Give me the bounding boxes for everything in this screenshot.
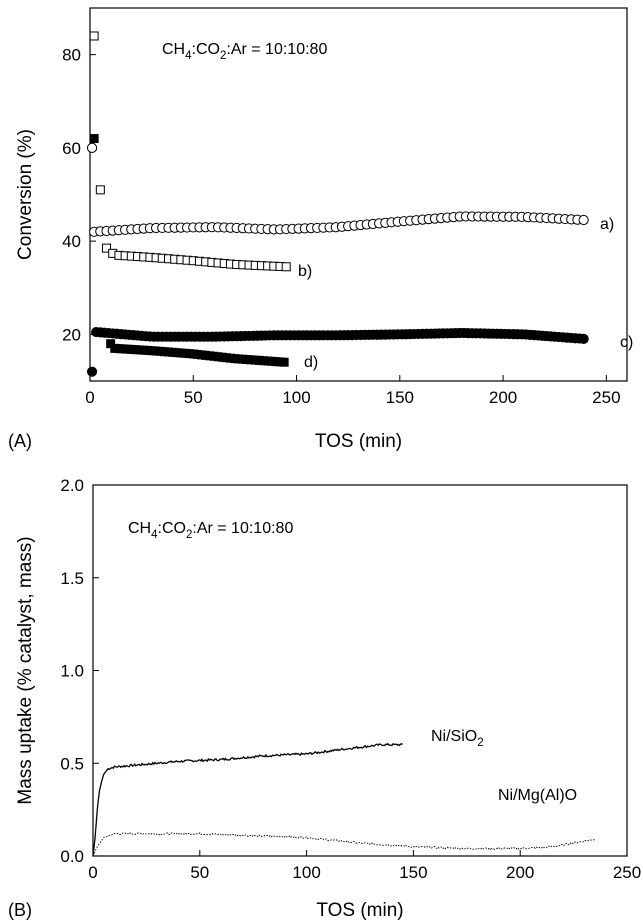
y-tick-label: 80 (62, 46, 81, 65)
data-point (279, 357, 289, 367)
panel-b: 0 50 100 150 200 250 0.0 0.5 1.0 1.5 2.0 TOS (min) M… (8, 476, 641, 921)
x-tick-label: 200 (506, 863, 534, 882)
x-axis-label: TOS (min) (316, 900, 403, 921)
x-axis-label: TOS (min) (315, 431, 402, 452)
data-point (95, 185, 105, 195)
panel-label: (B) (8, 900, 32, 920)
panel-a: 0 50 100 150 200 250 20 40 60 80 TOS (min) Conversi… (8, 7, 633, 452)
series-label: b) (298, 263, 312, 280)
series-c (86, 326, 589, 377)
y-axis-label: Mass uptake (% catalyst, mass) (15, 536, 36, 804)
series-line (92, 742, 404, 857)
data-point (86, 142, 98, 153)
series-label: Ni/SiO2 (431, 728, 484, 749)
series-line (92, 832, 596, 857)
panel-label: (A) (8, 431, 32, 451)
data-point (89, 134, 99, 144)
x-tick-label: 250 (613, 863, 641, 882)
y-axis-label: Conversion (%) (15, 129, 36, 260)
x-tick-label: 100 (292, 863, 320, 882)
y-tick-label: 1.0 (60, 662, 84, 681)
series-a (86, 142, 589, 237)
series-label: a) (600, 216, 614, 233)
x-tick-label: 250 (592, 388, 620, 407)
data-point (281, 262, 291, 272)
y-tick-label: 1.5 (60, 569, 84, 588)
series-label: d) (304, 354, 318, 371)
x-tick-label: 50 (184, 388, 203, 407)
x-tick-label: 100 (282, 388, 310, 407)
feed-ratio-annotation: CH4:CO2:Ar = 10:10:80 (162, 41, 327, 62)
x-tick-label: 150 (386, 388, 414, 407)
feed-ratio-annotation: CH4:CO2:Ar = 10:10:80 (128, 520, 293, 541)
series-b (89, 31, 291, 272)
y-tick-label: 40 (62, 232, 81, 251)
data-point (102, 243, 112, 253)
y-tick-label: 0.5 (60, 754, 84, 773)
y-tick-label: 60 (62, 139, 81, 158)
x-tick-label: 200 (489, 388, 517, 407)
data-point (106, 339, 116, 349)
series-label: Ni/Mg(Al)O (498, 787, 577, 804)
y-tick-label: 20 (62, 325, 81, 344)
x-tick-label: 0 (85, 388, 94, 407)
plot-frame (89, 7, 628, 382)
x-tick-label: 150 (399, 863, 427, 882)
y-tick-label: 0.0 (60, 847, 84, 866)
data-point (578, 214, 589, 226)
data-point (86, 366, 98, 377)
x-tick-label: 0 (88, 863, 97, 882)
x-tick-label: 50 (190, 863, 209, 882)
series-label: c) (620, 334, 633, 351)
series-d (89, 134, 289, 367)
y-tick-label: 2.0 (60, 476, 84, 495)
data-point (89, 31, 99, 41)
data-point (578, 333, 589, 344)
